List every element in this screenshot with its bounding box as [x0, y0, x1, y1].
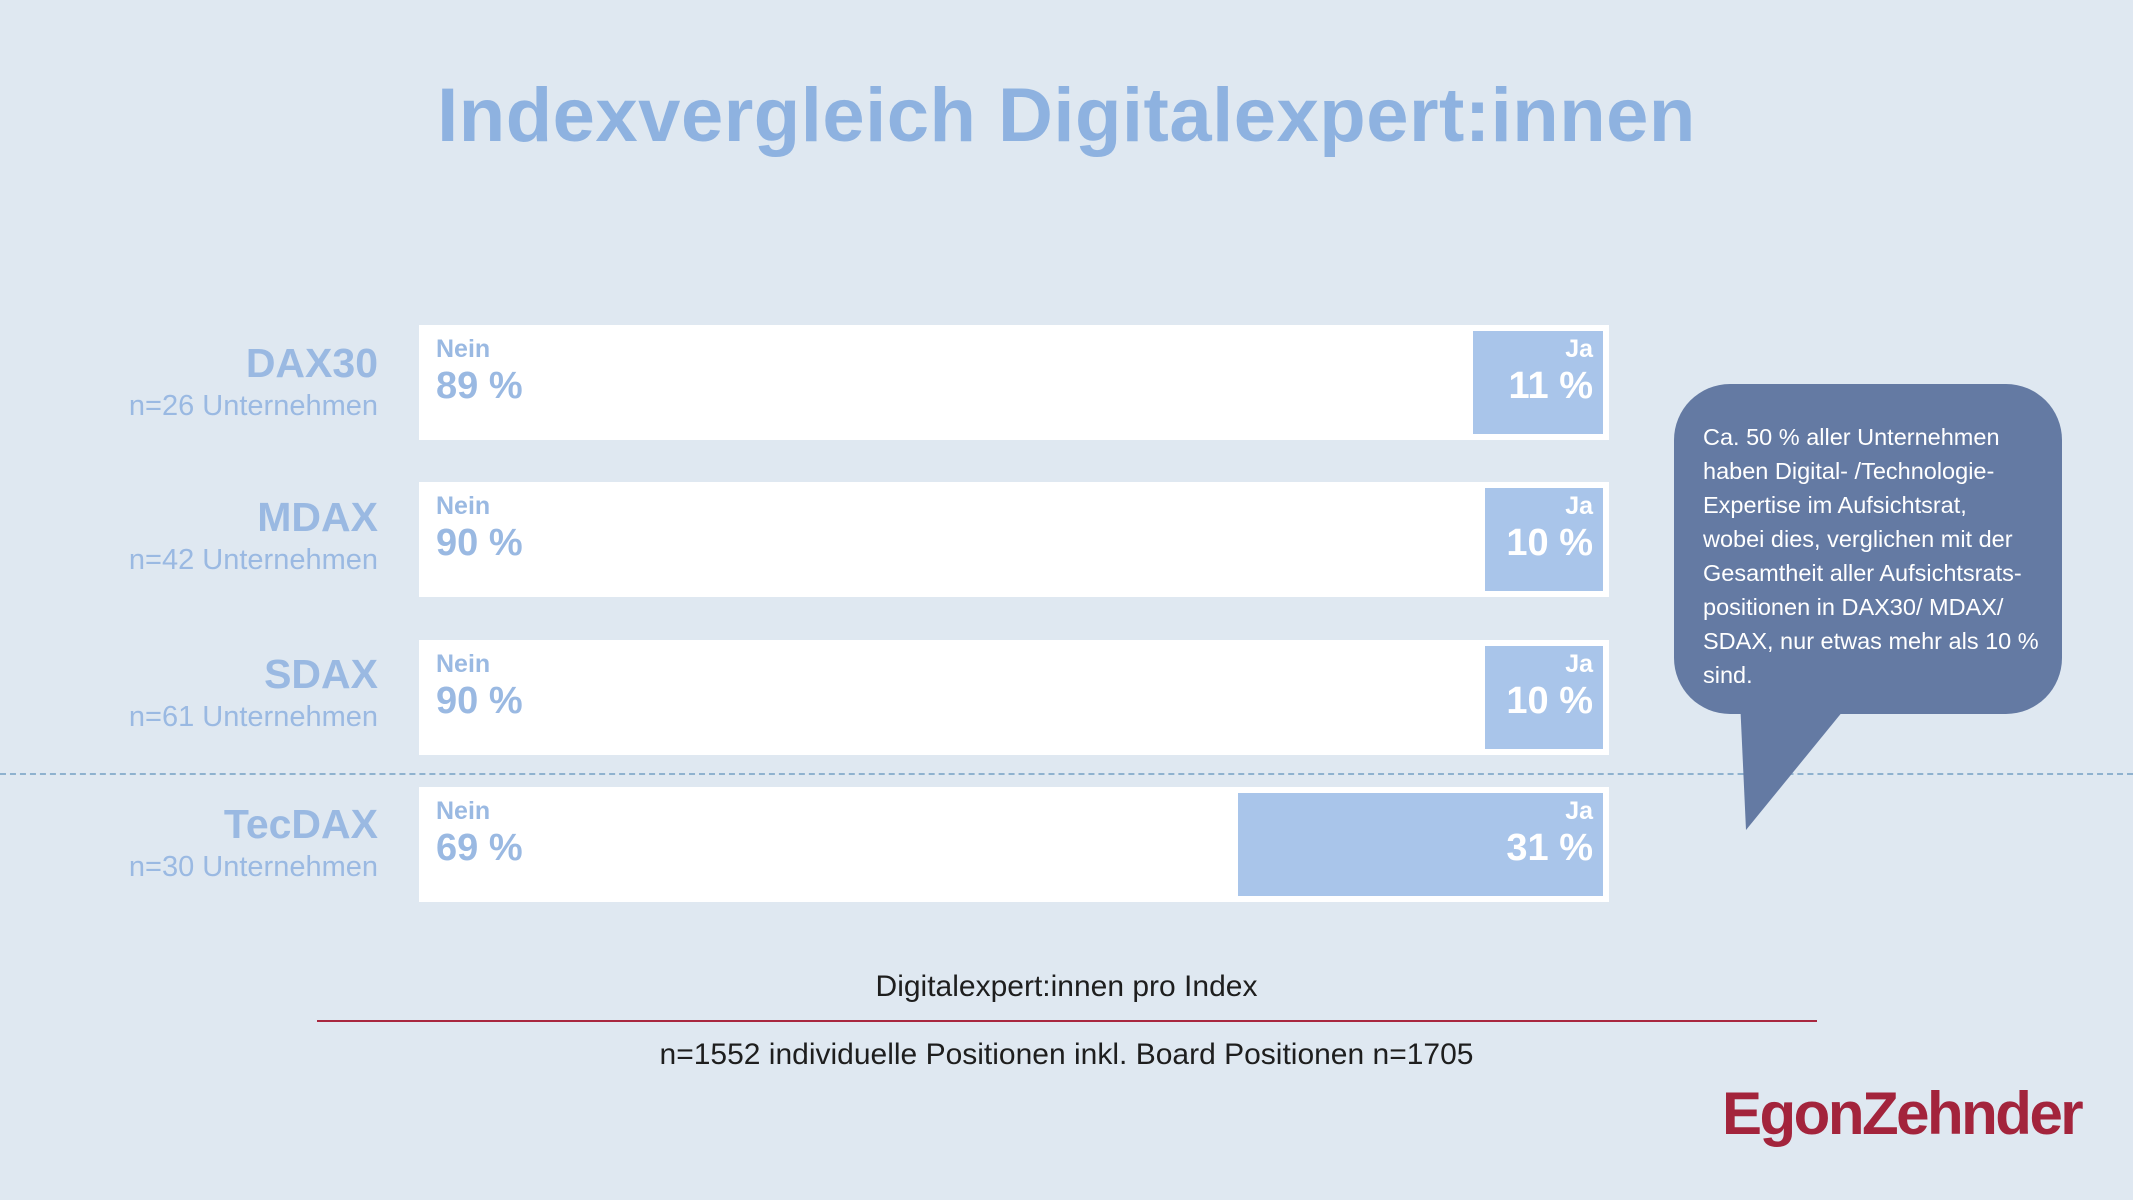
category-label: DAX30 n=26 Unternehmen: [60, 343, 378, 421]
bar-nein: Nein 89 % Ja 11 %: [419, 325, 1609, 440]
callout-bubble: Ca. 50 % aller Unternehmen haben Digital…: [1674, 384, 2062, 714]
nein-value-label: 89 %: [436, 365, 523, 407]
bar-nein: Nein 69 % Ja 31 %: [419, 787, 1609, 902]
category-label: SDAX n=61 Unternehmen: [60, 654, 378, 732]
category-name: MDAX: [257, 494, 378, 540]
ja-value-label: 10 %: [1506, 680, 1593, 722]
divider-rule: [317, 1020, 1817, 1022]
nein-series-label: Nein: [436, 650, 491, 678]
ja-series-label: Ja: [1565, 797, 1593, 825]
bar-nein: Nein 90 % Ja 10 %: [419, 640, 1609, 755]
category-label: TecDAX n=30 Unternehmen: [60, 804, 378, 882]
callout-line: Ca. 50 % aller Unternehmen: [1703, 424, 2000, 450]
category-sample-size: n=26 Unternehmen: [128, 390, 378, 422]
ja-series-label: Ja: [1565, 650, 1593, 678]
egon-zehnder-logo: EgonZehnder: [1722, 1080, 2084, 1147]
nein-value-label: 90 %: [436, 522, 523, 564]
nein-series-label: Nein: [436, 797, 491, 825]
ja-value-label: 11 %: [1508, 365, 1593, 407]
bar-ja: [1238, 793, 1603, 896]
nein-series-label: Nein: [436, 492, 491, 520]
category-sample-size: n=42 Unternehmen: [128, 544, 378, 576]
callout-line: positionen in DAX30/ MDAX/: [1703, 594, 2004, 620]
ja-value-label: 31 %: [1506, 827, 1593, 869]
category-name: DAX30: [245, 340, 378, 386]
nein-series-label: Nein: [436, 335, 491, 363]
category-name: SDAX: [264, 651, 378, 697]
category-name: TecDAX: [223, 801, 378, 847]
callout-line: Expertise im Aufsichtsrat,: [1703, 492, 1967, 518]
ja-series-label: Ja: [1565, 492, 1593, 520]
callout-line: wobei dies, verglichen mit der: [1703, 526, 2013, 552]
ja-value-label: 10 %: [1506, 522, 1593, 564]
category-sample-size: n=61 Unternehmen: [128, 701, 378, 733]
bar-ja: [1485, 488, 1603, 591]
bar-ja: [1485, 646, 1603, 749]
nein-value-label: 90 %: [436, 680, 523, 722]
callout-line: SDAX, nur etwas mehr als 10 %: [1703, 628, 2039, 654]
footnote: n=1552 individuelle Positionen inkl. Boa…: [659, 1038, 1474, 1071]
bar-ja: [1473, 331, 1603, 434]
chart-title: Indexvergleich Digitalexpert:innen: [437, 73, 1696, 158]
callout-line: Gesamtheit aller Aufsichtsrats-: [1703, 560, 2022, 586]
category-sample-size: n=30 Unternehmen: [128, 851, 378, 883]
callout-line: sind.: [1703, 662, 1753, 688]
nein-value-label: 69 %: [436, 827, 523, 869]
ja-series-label: Ja: [1565, 335, 1593, 363]
callout-line: haben Digital- /Technologie-: [1703, 458, 1995, 484]
x-axis-label: Digitalexpert:innen pro Index: [875, 970, 1258, 1003]
category-label: MDAX n=42 Unternehmen: [60, 497, 378, 575]
bar-nein: Nein 90 % Ja 10 %: [419, 482, 1609, 597]
callout-tail: [1740, 700, 1852, 830]
separator-line: [0, 773, 2133, 775]
